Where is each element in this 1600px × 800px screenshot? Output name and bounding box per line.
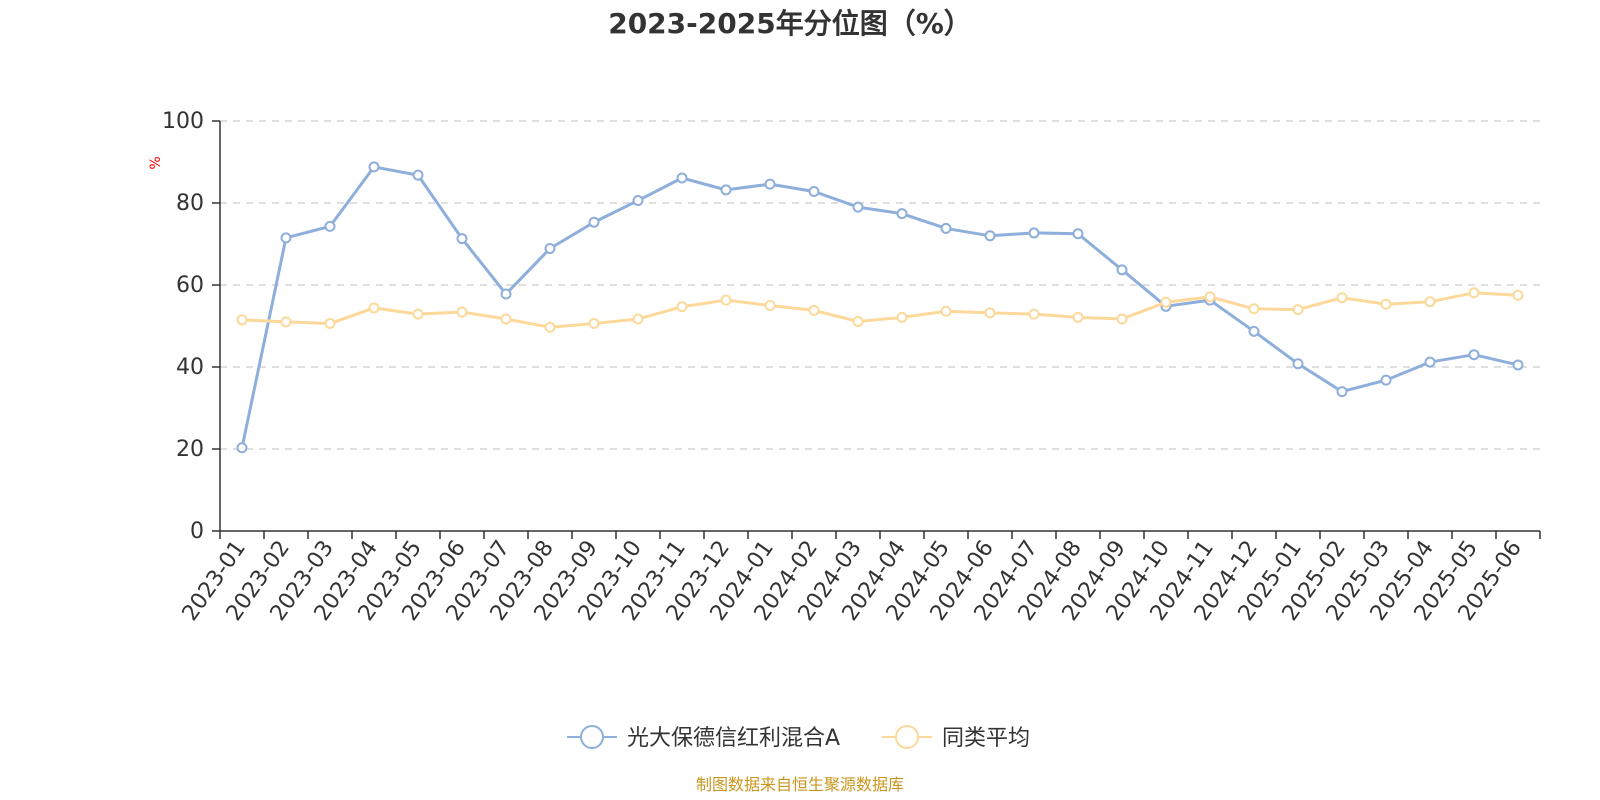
legend[interactable]: 光大保德信红利混合A 同类平均 <box>567 725 1030 751</box>
data-point[interactable] <box>1248 325 1260 337</box>
data-point[interactable] <box>1292 358 1304 370</box>
data-point[interactable] <box>1116 313 1128 325</box>
data-point[interactable] <box>632 195 644 207</box>
data-point[interactable] <box>324 318 336 330</box>
data-point[interactable] <box>456 306 468 318</box>
series-2 <box>236 287 1524 333</box>
data-point[interactable] <box>1204 291 1216 303</box>
data-point[interactable] <box>500 313 512 325</box>
data-point[interactable] <box>588 318 600 330</box>
legend-circle-icon <box>895 725 919 749</box>
data-point[interactable] <box>412 308 424 320</box>
data-point[interactable] <box>808 304 820 316</box>
y-tick-label: 60 <box>176 273 204 298</box>
y-tick-label: 80 <box>176 191 204 216</box>
data-point[interactable] <box>1424 296 1436 308</box>
data-point[interactable] <box>1380 374 1392 386</box>
data-point[interactable] <box>1336 292 1348 304</box>
data-point[interactable] <box>896 311 908 323</box>
series-line <box>240 165 1519 449</box>
data-point[interactable] <box>1028 227 1040 239</box>
data-point[interactable] <box>280 316 292 328</box>
series-line <box>241 291 1519 329</box>
data-point[interactable] <box>940 305 952 317</box>
data-point[interactable] <box>1336 386 1348 398</box>
y-tick-label: 40 <box>176 355 204 380</box>
series-lines <box>236 161 1524 454</box>
data-source-note: 制图数据来自恒生聚源数据库 <box>696 775 904 794</box>
data-point[interactable] <box>1160 296 1172 308</box>
data-point[interactable] <box>544 243 556 255</box>
data-point[interactable] <box>1292 304 1304 316</box>
x-axis-ticks: 2023-012023-022023-032023-042023-052023-… <box>178 531 1541 626</box>
data-point[interactable] <box>632 313 644 325</box>
data-point[interactable] <box>1116 264 1128 276</box>
data-point[interactable] <box>1072 228 1084 240</box>
data-point[interactable] <box>236 314 248 326</box>
legend-circle-icon <box>580 725 604 749</box>
axes <box>219 121 1540 532</box>
series-1 <box>236 161 1524 454</box>
data-point[interactable] <box>676 301 688 313</box>
data-point[interactable] <box>456 233 468 245</box>
legend-item-2[interactable]: 同类平均 <box>882 725 1030 751</box>
data-point[interactable] <box>852 201 864 213</box>
data-point[interactable] <box>720 294 732 306</box>
y-tick-label: 0 <box>190 519 204 544</box>
data-point[interactable] <box>852 315 864 327</box>
data-point[interactable] <box>368 161 380 173</box>
data-point[interactable] <box>588 216 600 228</box>
y-tick-label: 100 <box>162 109 204 134</box>
data-point[interactable] <box>1380 298 1392 310</box>
data-point[interactable] <box>1512 359 1524 371</box>
data-point[interactable] <box>236 442 248 454</box>
chart-title: 2023-2025年分位图（%） <box>608 7 972 40</box>
data-point[interactable] <box>720 184 732 196</box>
y-axis-ticks: 0 20 40 60 80 100 <box>162 109 220 544</box>
data-point[interactable] <box>500 288 512 300</box>
y-tick-label: 20 <box>176 437 204 462</box>
data-point[interactable] <box>676 172 688 184</box>
data-point[interactable] <box>1424 356 1436 368</box>
data-point[interactable] <box>984 307 996 319</box>
data-point[interactable] <box>764 178 776 190</box>
data-point[interactable] <box>764 300 776 311</box>
data-point[interactable] <box>412 169 424 181</box>
data-point[interactable] <box>808 186 820 198</box>
data-point[interactable] <box>1248 303 1260 315</box>
legend-label: 同类平均 <box>942 726 1030 751</box>
data-point[interactable] <box>1468 287 1480 299</box>
data-point[interactable] <box>324 220 336 232</box>
legend-item-1[interactable]: 光大保德信红利混合A <box>567 725 840 751</box>
y-axis-unit-label: % <box>148 156 164 169</box>
data-point[interactable] <box>984 230 996 242</box>
data-point[interactable] <box>940 222 952 234</box>
data-point[interactable] <box>896 208 908 220</box>
data-point[interactable] <box>1072 311 1084 323</box>
data-point[interactable] <box>1512 289 1524 301</box>
data-point[interactable] <box>544 321 556 333</box>
data-point[interactable] <box>280 232 292 244</box>
data-point[interactable] <box>368 302 380 314</box>
legend-label: 光大保德信红利混合A <box>627 726 840 751</box>
data-point[interactable] <box>1468 349 1480 361</box>
data-point[interactable] <box>1028 308 1040 320</box>
